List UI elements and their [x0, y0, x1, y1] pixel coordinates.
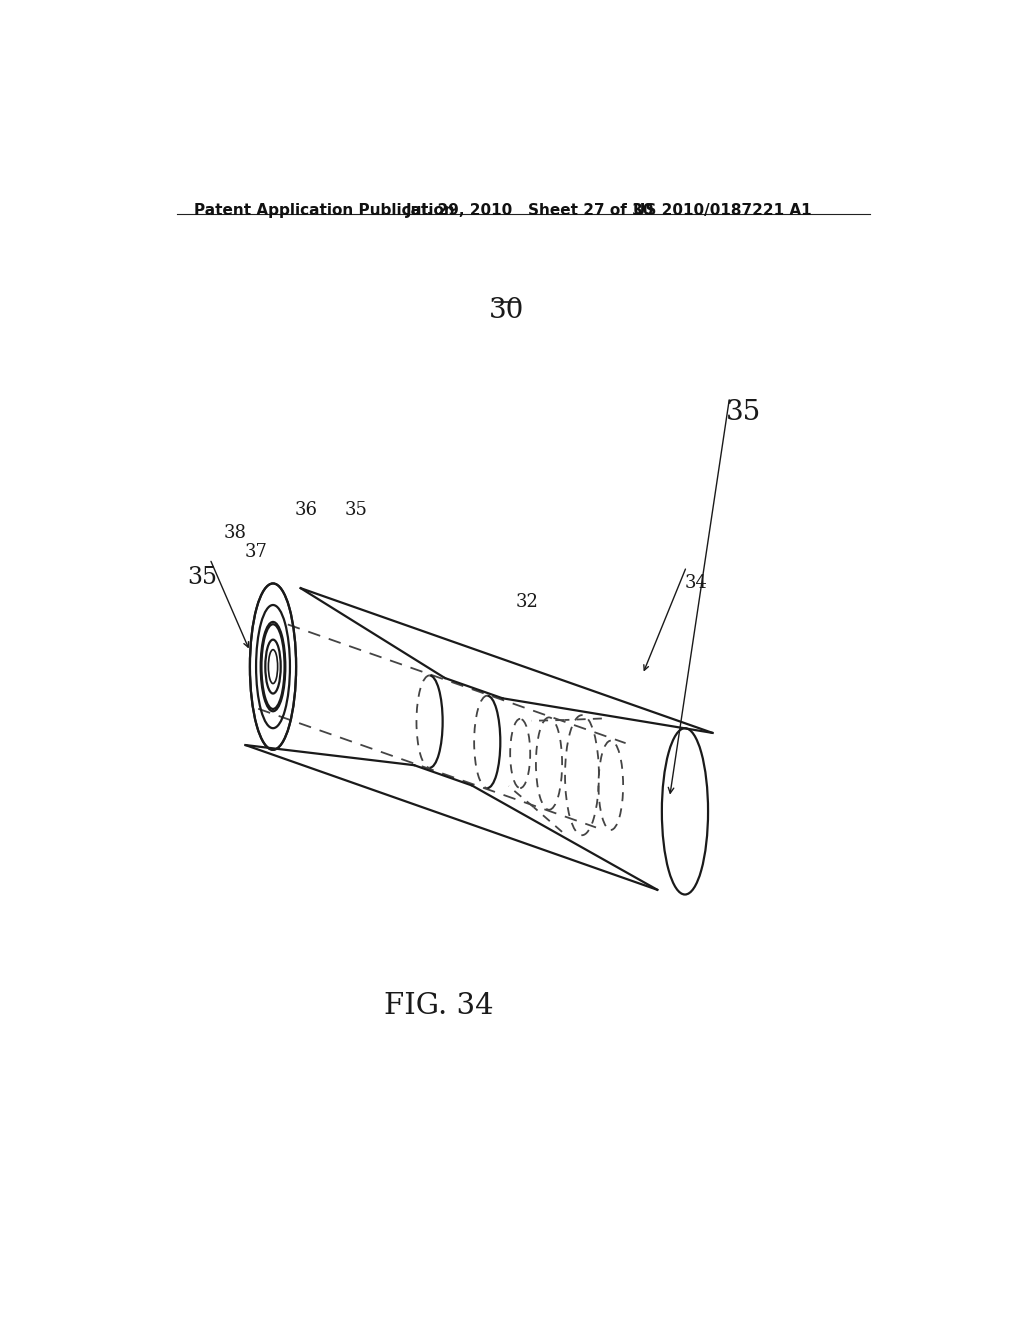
Text: 34: 34: [685, 574, 708, 593]
Text: Jul. 29, 2010   Sheet 27 of 30: Jul. 29, 2010 Sheet 27 of 30: [407, 203, 654, 218]
Text: FIG. 34: FIG. 34: [384, 991, 494, 1019]
Text: 32: 32: [515, 594, 539, 611]
Text: 35: 35: [726, 399, 761, 425]
Text: 35: 35: [345, 502, 368, 519]
Text: 37: 37: [245, 544, 267, 561]
Text: 36: 36: [295, 502, 317, 519]
Text: 38: 38: [223, 524, 247, 543]
Text: Patent Application Publication: Patent Application Publication: [195, 203, 456, 218]
Text: 30: 30: [488, 297, 524, 323]
Text: 35: 35: [187, 566, 217, 590]
Text: US 2010/0187221 A1: US 2010/0187221 A1: [634, 203, 812, 218]
